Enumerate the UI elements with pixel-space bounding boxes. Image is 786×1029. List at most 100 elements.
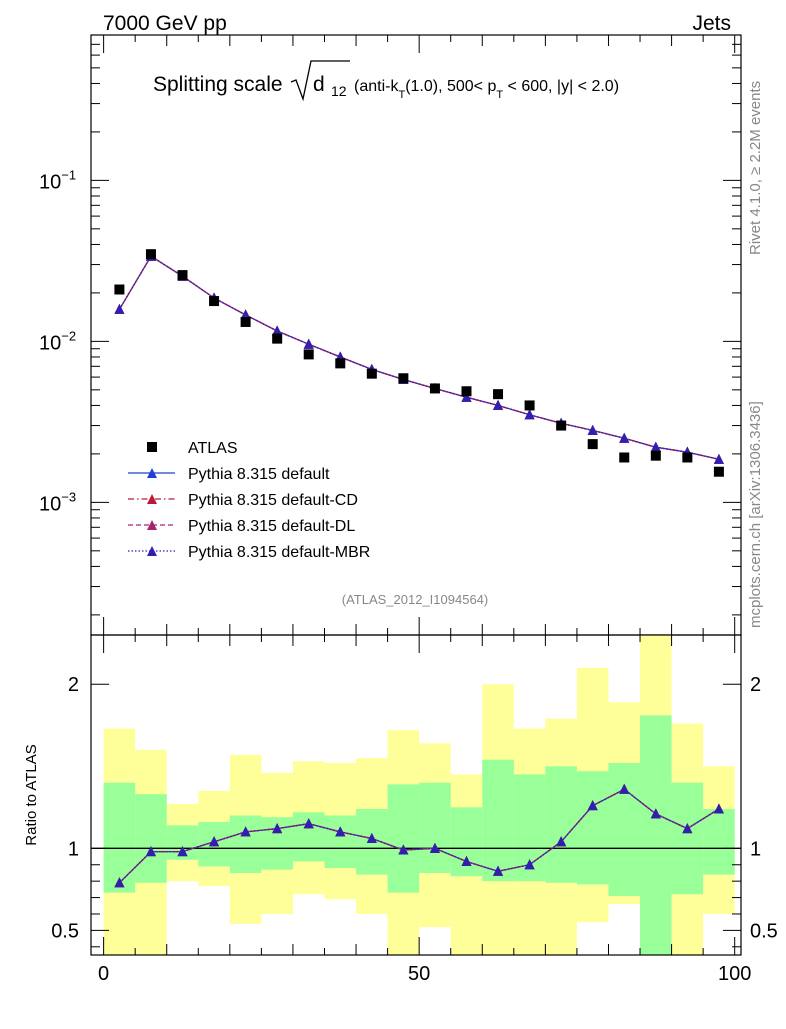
ratio-point-4 (303, 818, 314, 829)
ratio-line-3 (118, 788, 720, 884)
mc-point-4 (303, 338, 314, 349)
ratio-ytick-label-right: 2 (750, 674, 761, 696)
analysis-id: (ATLAS_2012_I1094564) (342, 592, 488, 607)
ratio-point-4 (493, 865, 504, 876)
mc-point-4 (240, 309, 251, 320)
mcplots-label: mcplots.cern.ch [arXiv:1306.3436] (747, 401, 764, 628)
atlas-data-point (556, 420, 567, 431)
ratio-ytick-label-left: 0.5 (51, 920, 79, 942)
atlas-data-point (366, 368, 377, 379)
stat-uncertainty-band (387, 784, 420, 893)
stat-uncertainty-band (419, 782, 451, 873)
ratio-xtick-label: 50 (408, 963, 430, 985)
ratio-xtick-label: 100 (718, 963, 751, 985)
ratio-uncertainty-bands (103, 635, 735, 955)
mc-point-4 (524, 409, 535, 420)
title-condition: (anti-kT(1.0), 500< pT < 600, |y| < 2.0) (354, 78, 619, 101)
atlas-data-point (177, 270, 188, 281)
chart-title: Splitting scale d 12 (anti-kT(1.0), 500<… (153, 60, 619, 102)
ratio-point-4 (366, 832, 377, 843)
stat-uncertainty-band (576, 771, 609, 885)
legend-marker-default (147, 468, 157, 478)
mc-point-4 (272, 325, 283, 336)
legend: ATLAS Pythia 8.315 default Pythia 8.315 … (128, 440, 370, 561)
atlas-data-point (335, 358, 346, 369)
category-label: Jets (692, 12, 731, 35)
ratio-ytick-label-right: 0.5 (750, 920, 778, 942)
stat-uncertainty-band (324, 815, 357, 869)
atlas-data-point (114, 284, 125, 295)
ratio-point-4 (650, 808, 661, 819)
legend-label-default: Pythia 8.315 default (188, 466, 330, 483)
mc-line-3 (118, 255, 720, 460)
ratio-point-4 (272, 823, 283, 834)
title-sqrt-arg: d (313, 73, 325, 96)
ratio-point-4 (619, 783, 630, 794)
atlas-data-point (303, 349, 314, 360)
ratio-series-layer (91, 783, 741, 888)
stat-uncertainty-band (703, 808, 735, 875)
ratio-point-4 (209, 836, 220, 847)
ratio-ytick-label-left: 1 (68, 838, 79, 860)
mc-point-4 (713, 453, 724, 464)
mc-point-4 (619, 432, 630, 443)
main-ytick-label: 10−2 (39, 328, 76, 354)
ratio-ytick-label-right: 1 (750, 838, 761, 860)
ratio-point-4 (335, 826, 346, 837)
mc-point-4 (114, 303, 125, 314)
legend-label-cd: Pythia 8.315 default-CD (188, 492, 358, 509)
atlas-data-point (619, 452, 630, 463)
atlas-data-point (272, 333, 283, 344)
title-sqrt-sub: 12 (331, 83, 347, 99)
ratio-xtick-label: 0 (98, 963, 109, 985)
ratio-axis-ticks: 0.5 0.5 1 1 2 2 0 50 100 (51, 635, 778, 985)
ratio-plot-frame (90, 634, 742, 956)
ratio-point-4 (177, 846, 188, 857)
title-main: Splitting scale (153, 73, 283, 96)
stat-uncertainty-band (135, 794, 167, 883)
stat-uncertainty-band (608, 763, 641, 896)
mc-line-4 (118, 255, 720, 460)
legend-label-mbr: Pythia 8.315 default-MBR (188, 544, 370, 561)
ratio-point-4 (713, 803, 724, 814)
ratio-point-4 (461, 855, 472, 866)
atlas-data-point (493, 389, 504, 400)
atlas-data-point (587, 439, 598, 450)
atlas-data-point (524, 400, 535, 411)
ratio-point-4 (145, 846, 156, 857)
ratio-point-4 (556, 836, 567, 847)
mc-point-4 (461, 391, 472, 402)
rivet-label: Rivet 4.1.0, ≥ 2.2M events (747, 81, 764, 255)
mc-point-4 (493, 399, 504, 410)
ratio-point-4 (398, 844, 409, 855)
legend-label-atlas: ATLAS (188, 440, 238, 457)
atlas-data-point (713, 466, 724, 477)
legend-marker-dl (147, 520, 157, 530)
atlas-data-point (682, 452, 693, 463)
energy-label: 7000 GeV pp (103, 12, 227, 35)
ratio-ytick-label-left: 2 (68, 674, 79, 696)
main-ytick-label: 10−1 (39, 167, 76, 193)
ratio-point-4 (587, 800, 598, 811)
ratio-point-4 (240, 826, 251, 837)
atlas-data-point (650, 450, 661, 461)
stat-uncertainty-band (671, 782, 704, 895)
ratio-ylabel: Ratio to ATLAS (23, 744, 40, 845)
main-series-layer (114, 249, 724, 477)
main-axis-ticks: 10−1 10−2 10−3 (39, 34, 741, 635)
atlas-data-point (145, 249, 156, 260)
ratio-point-4 (429, 842, 440, 853)
ratio-point-4 (682, 823, 693, 834)
mc-point-4 (587, 424, 598, 435)
mc-point-4 (650, 441, 661, 452)
ratio-point-4 (524, 859, 535, 870)
ratio-line-4 (118, 788, 720, 884)
stat-uncertainty-band (229, 815, 262, 873)
stat-uncertainty-band (640, 715, 672, 955)
stat-uncertainty-band (482, 759, 514, 882)
ratio-point-4 (114, 877, 125, 888)
stat-uncertainty-band (545, 766, 577, 883)
sqrt-sign (290, 60, 350, 102)
atlas-data-point (429, 383, 440, 394)
